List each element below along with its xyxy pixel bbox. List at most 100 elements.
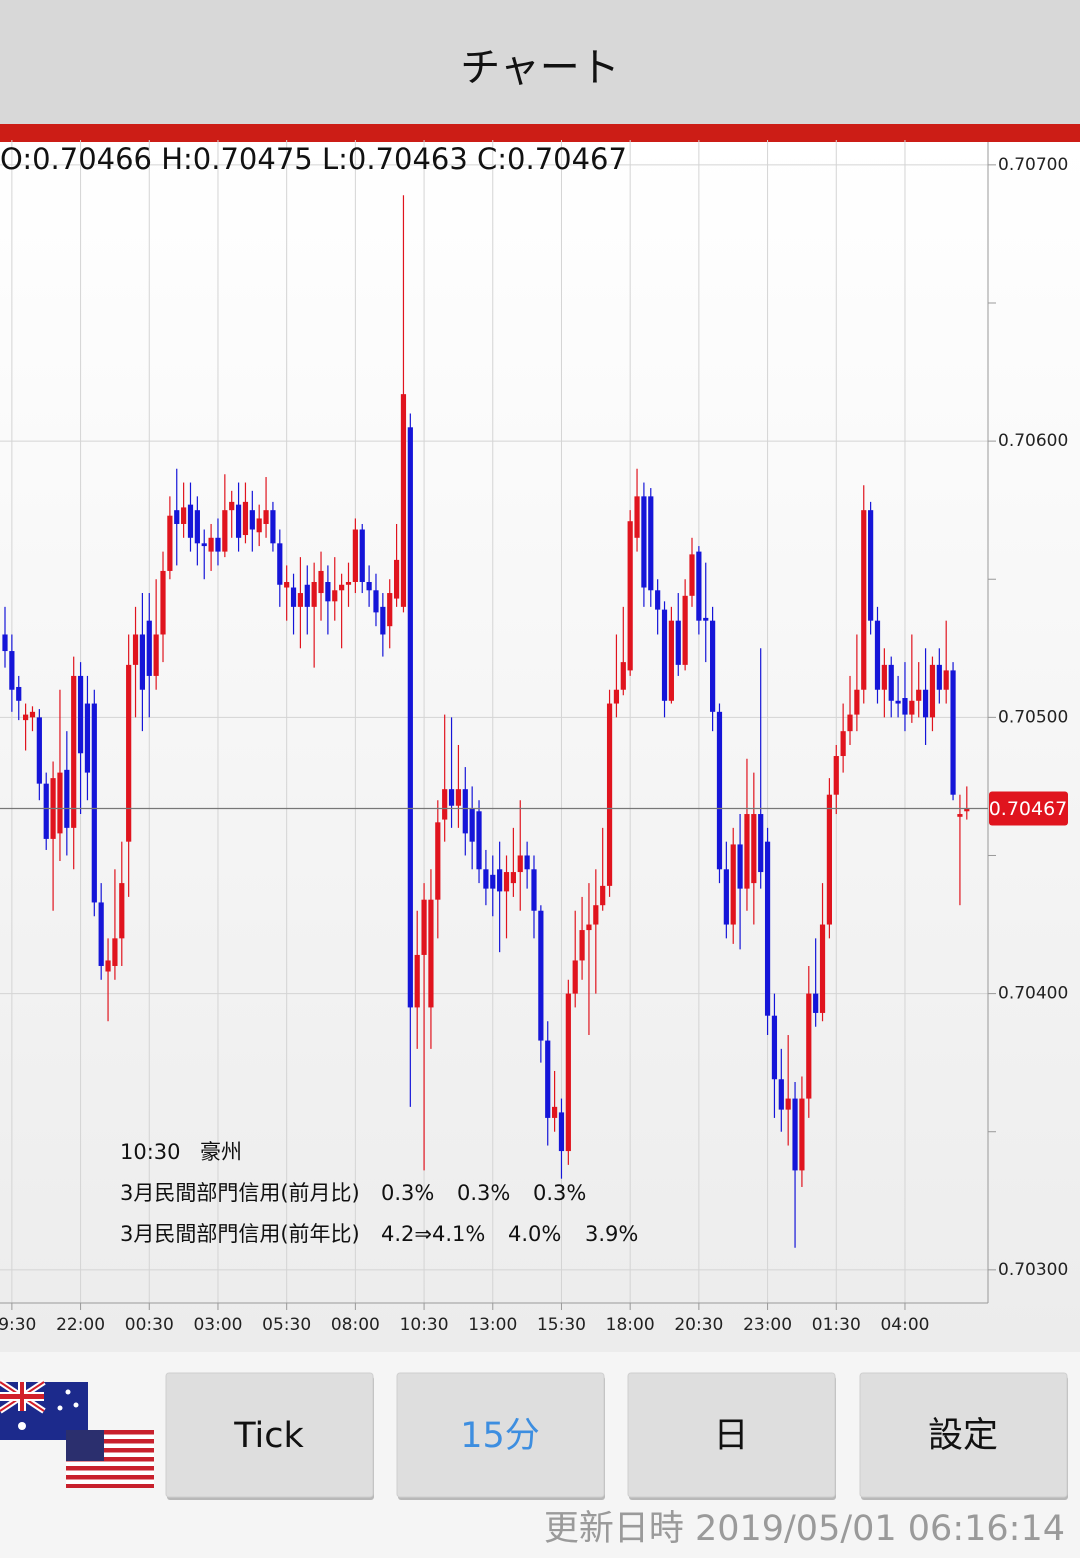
candle-body bbox=[229, 501, 235, 511]
candle-body bbox=[868, 510, 874, 621]
candle-body bbox=[579, 930, 585, 961]
candle-body bbox=[318, 570, 324, 594]
candle-body bbox=[634, 496, 640, 538]
candle-body bbox=[270, 510, 276, 544]
button-label[interactable]: 15分 bbox=[460, 1416, 540, 1456]
candle-body bbox=[146, 620, 152, 676]
app-title: チャート bbox=[460, 45, 620, 91]
candle-body bbox=[565, 993, 571, 1152]
candle-body bbox=[675, 620, 681, 665]
candle-body bbox=[716, 711, 723, 870]
button-label[interactable]: 日 bbox=[713, 1416, 748, 1456]
candle-body bbox=[655, 590, 661, 610]
candle-body bbox=[469, 808, 475, 842]
candle-body bbox=[586, 924, 592, 931]
event-text: 4.2⇒4.1% bbox=[381, 1222, 485, 1246]
candle-body bbox=[160, 570, 166, 635]
candle-body bbox=[861, 510, 867, 690]
candle-body bbox=[407, 427, 413, 1008]
x-tick-label: 22:00 bbox=[56, 1315, 105, 1335]
button[interactable] bbox=[859, 1372, 1068, 1498]
candle-body bbox=[510, 872, 516, 884]
candle-body bbox=[909, 700, 915, 715]
x-tick-label: 01:30 bbox=[812, 1315, 861, 1335]
candle-body bbox=[723, 869, 729, 925]
candle-body bbox=[668, 620, 674, 701]
candle-body bbox=[785, 1098, 791, 1110]
candle-body bbox=[84, 703, 91, 773]
x-tick-label: 20:30 bbox=[674, 1315, 723, 1335]
candle-body bbox=[613, 689, 620, 704]
candle-body bbox=[792, 1098, 798, 1171]
candle-body bbox=[112, 938, 118, 966]
x-tick-label: 00:30 bbox=[125, 1315, 174, 1335]
candle-body bbox=[490, 874, 496, 889]
candle-body bbox=[689, 554, 695, 596]
candle-body bbox=[174, 510, 180, 524]
candle-body bbox=[43, 783, 49, 839]
x-tick-label: 05:30 bbox=[262, 1315, 311, 1335]
candle-body bbox=[895, 700, 901, 704]
candle-body bbox=[352, 529, 358, 582]
candle-body bbox=[950, 670, 956, 795]
candle-body bbox=[710, 620, 716, 712]
button-label[interactable]: Tick bbox=[233, 1416, 304, 1456]
candle-body bbox=[29, 711, 36, 718]
candle-body bbox=[105, 960, 111, 972]
candle-body bbox=[538, 910, 544, 1041]
candle-body bbox=[71, 675, 77, 828]
candle-body bbox=[187, 504, 194, 538]
candle-body bbox=[606, 703, 613, 886]
candle-body bbox=[77, 675, 84, 754]
candle-body bbox=[545, 1040, 551, 1118]
candle-body bbox=[139, 634, 145, 690]
candle-body bbox=[902, 698, 908, 715]
button[interactable] bbox=[627, 1372, 836, 1498]
candle-body bbox=[936, 664, 942, 690]
button[interactable] bbox=[165, 1372, 374, 1498]
event-text: 4.0% bbox=[508, 1222, 561, 1246]
candle-body bbox=[256, 518, 262, 533]
candle-body bbox=[126, 664, 132, 842]
candle-body bbox=[771, 1015, 778, 1080]
candle-body bbox=[964, 808, 970, 812]
candle-body bbox=[421, 899, 427, 955]
candle-body bbox=[373, 590, 379, 613]
event-text: 3.9% bbox=[585, 1222, 638, 1246]
candle-body bbox=[263, 510, 269, 524]
button[interactable] bbox=[396, 1372, 605, 1498]
candle-body bbox=[249, 510, 255, 530]
candle-body bbox=[387, 593, 393, 627]
event-text: 0.3% bbox=[381, 1181, 434, 1205]
chart-area bbox=[0, 142, 1080, 1352]
candle-body bbox=[696, 551, 702, 621]
candle-body bbox=[531, 869, 537, 911]
candle-body bbox=[854, 689, 860, 715]
candle-body bbox=[153, 634, 159, 676]
candle-body bbox=[819, 924, 826, 1013]
x-tick-label: 08:00 bbox=[331, 1315, 380, 1335]
x-tick-label: 13:00 bbox=[468, 1315, 517, 1335]
candle-body bbox=[366, 581, 372, 591]
ohlc-label: O:0.70466 H:0.70475 L:0.70463 C:0.70467 bbox=[0, 142, 627, 176]
candle-body bbox=[682, 595, 688, 665]
candle-body bbox=[393, 559, 400, 599]
button-label[interactable]: 設定 bbox=[928, 1416, 998, 1456]
candle-body bbox=[730, 844, 736, 925]
candle-body bbox=[524, 855, 530, 870]
candle-body bbox=[764, 841, 771, 1016]
x-tick-label: 10:30 bbox=[400, 1315, 449, 1335]
candle-body bbox=[201, 543, 207, 547]
candle-body bbox=[517, 855, 523, 873]
candle-body bbox=[297, 593, 304, 607]
candle-body bbox=[627, 521, 633, 671]
event-text: 豪州 bbox=[200, 1140, 242, 1164]
app-bar bbox=[0, 0, 1080, 124]
candle-body bbox=[64, 769, 70, 828]
candle-body bbox=[290, 587, 297, 607]
candle-body bbox=[304, 584, 310, 607]
event-text: 3月民間部門信用(前年比) bbox=[120, 1222, 360, 1246]
candle-body bbox=[778, 1079, 784, 1110]
candle-body bbox=[325, 581, 331, 602]
